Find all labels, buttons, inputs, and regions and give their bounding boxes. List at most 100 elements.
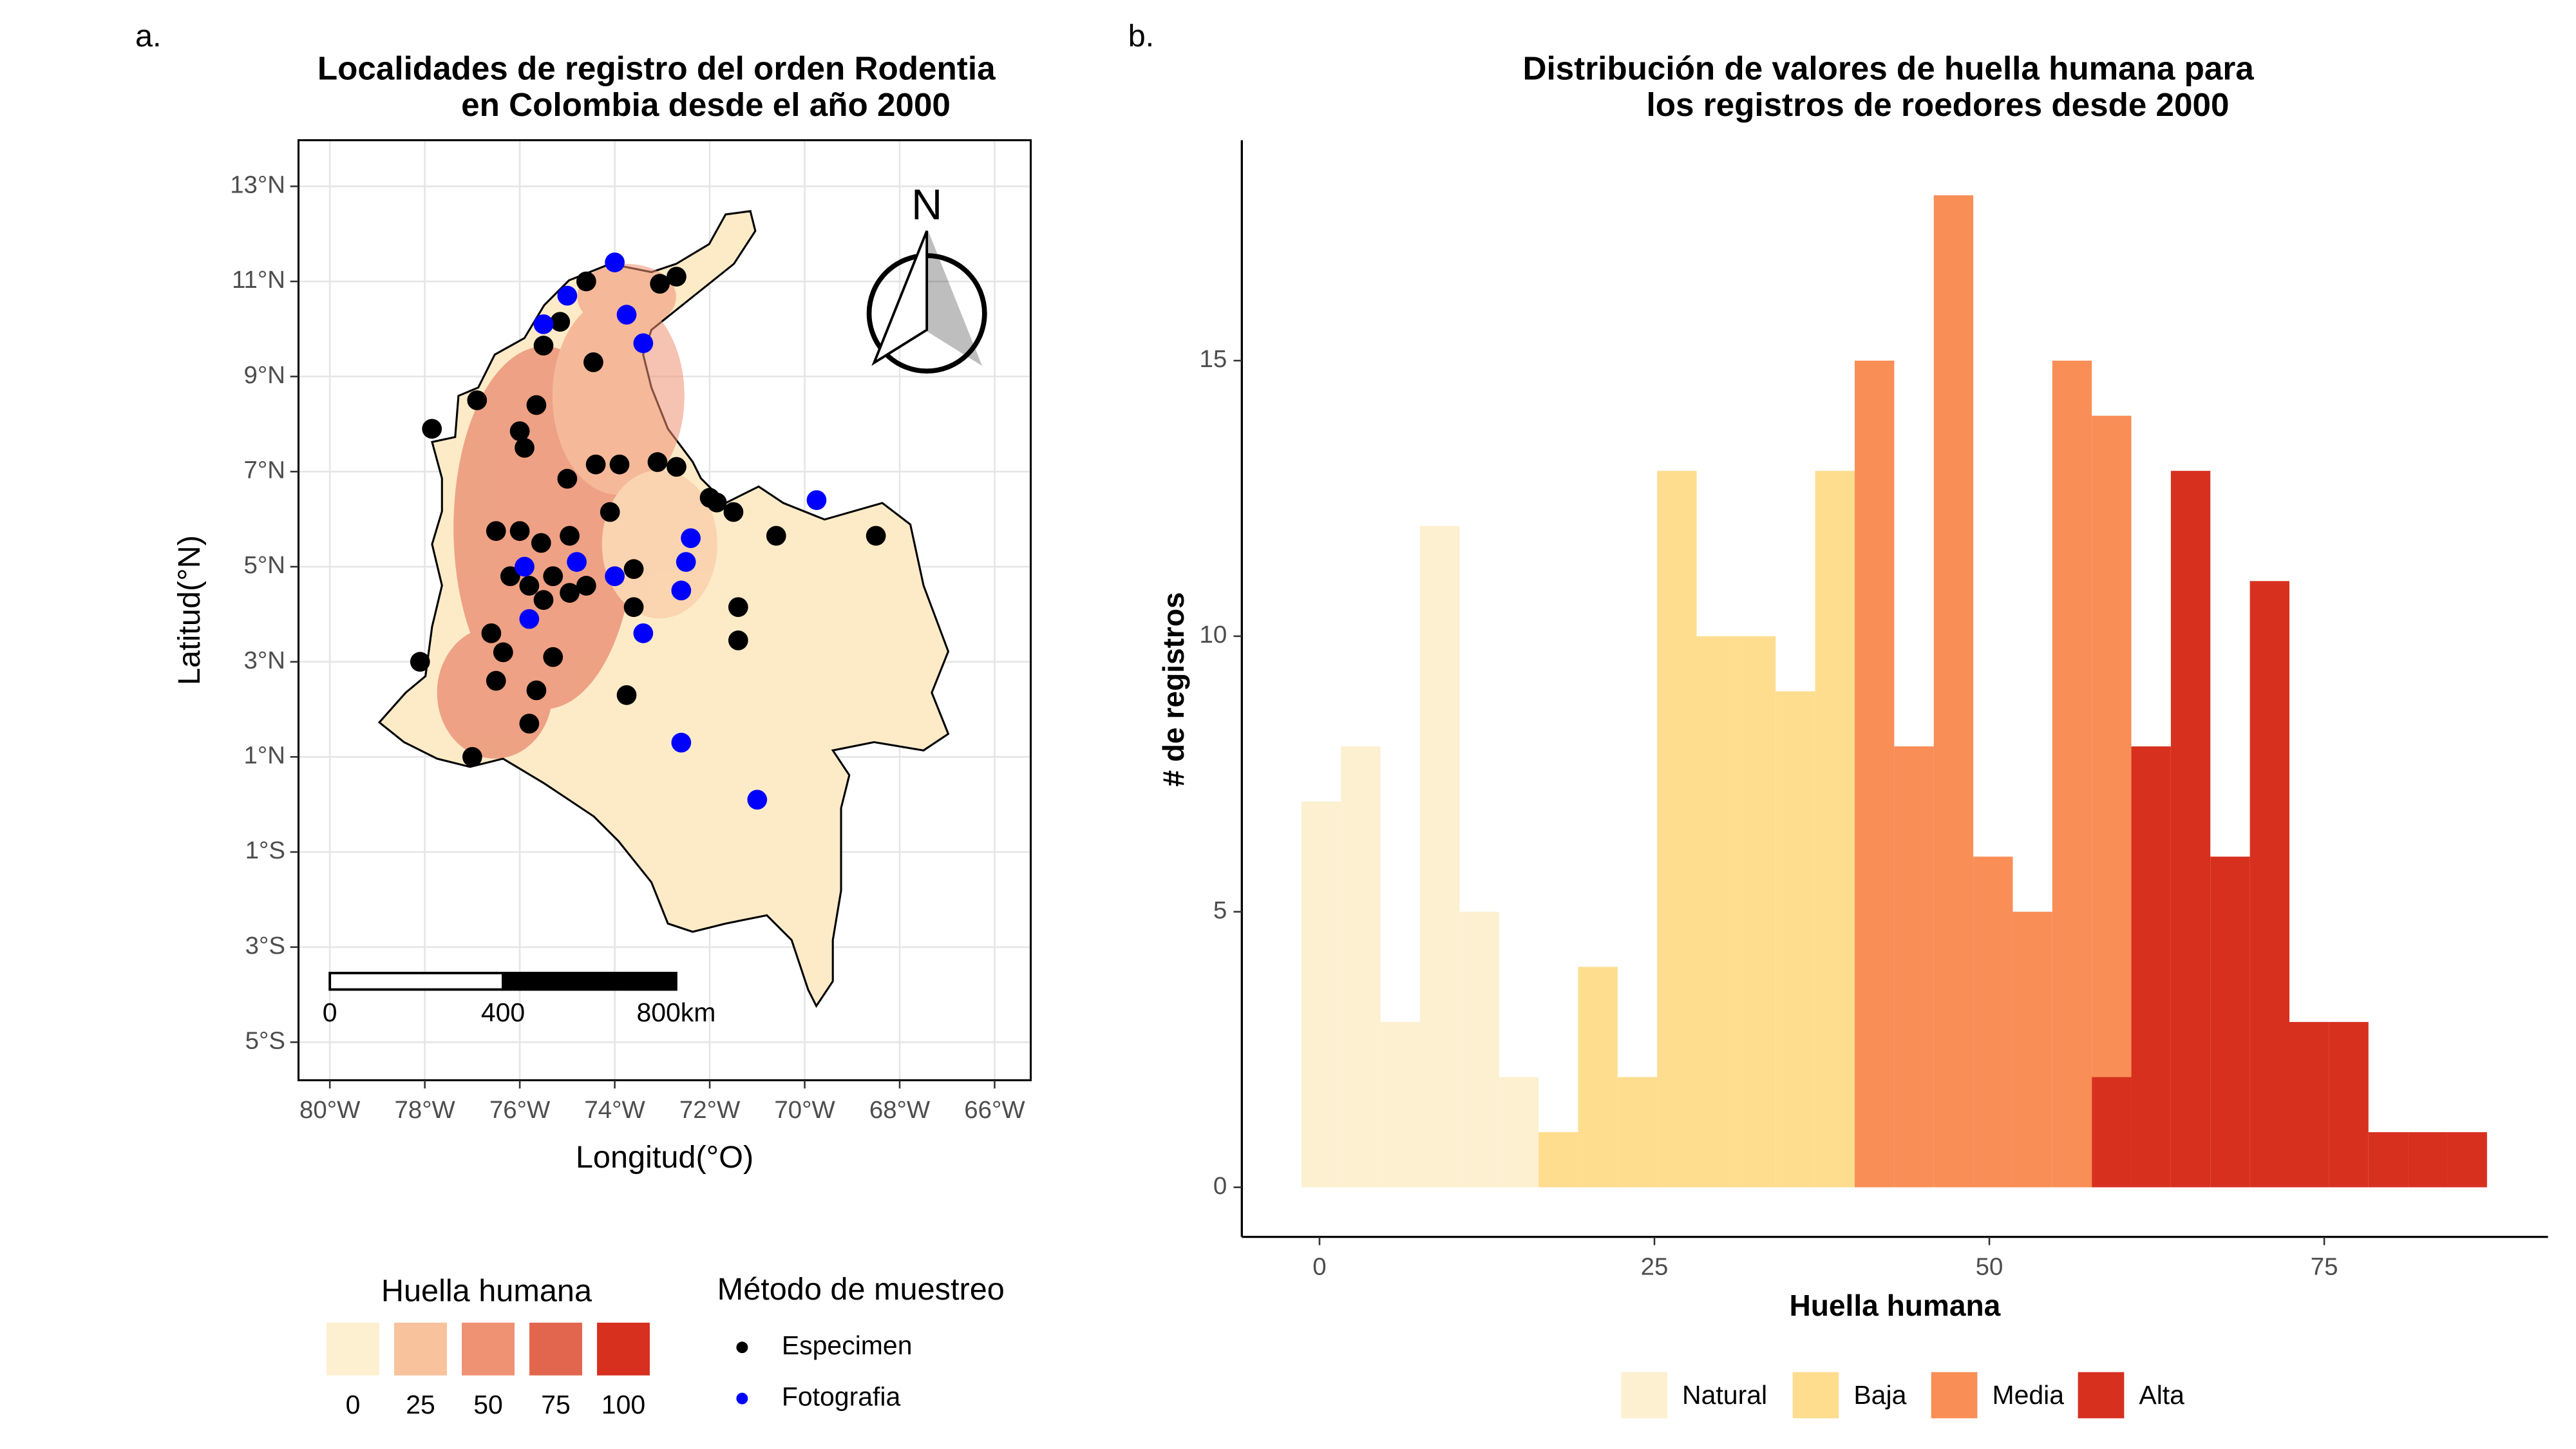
bar bbox=[1341, 746, 1381, 1188]
north-arrow bbox=[866, 230, 987, 374]
legend-label: 50 bbox=[473, 1390, 503, 1419]
legend-swatch bbox=[462, 1322, 515, 1376]
legend-swatch bbox=[1792, 1372, 1839, 1419]
bar bbox=[1617, 1077, 1658, 1188]
point bbox=[576, 271, 596, 292]
point bbox=[633, 333, 654, 354]
y-tick-label: 13°N bbox=[230, 171, 285, 198]
x-tick-label: 0 bbox=[1312, 1253, 1326, 1280]
point bbox=[486, 521, 506, 541]
point bbox=[576, 576, 596, 596]
x-tick-label: 80°W bbox=[299, 1096, 361, 1124]
bar bbox=[2447, 1132, 2487, 1188]
point bbox=[806, 490, 827, 510]
bar bbox=[2368, 1132, 2409, 1188]
legend-marker bbox=[736, 1341, 748, 1354]
point bbox=[462, 746, 482, 767]
point bbox=[410, 652, 430, 672]
legend-label: Media bbox=[1992, 1380, 2064, 1410]
y-tick-label: 5°S bbox=[245, 1027, 285, 1054]
point bbox=[515, 556, 535, 577]
point bbox=[866, 526, 886, 546]
x-axis-label: Longitud(°O) bbox=[576, 1140, 753, 1175]
legend-swatch bbox=[1621, 1372, 1667, 1419]
x-tick-label: 70°W bbox=[774, 1096, 835, 1124]
point bbox=[747, 790, 768, 810]
bar bbox=[2052, 361, 2092, 1188]
bar bbox=[1854, 361, 1895, 1188]
point bbox=[650, 274, 670, 294]
point bbox=[557, 469, 578, 489]
point bbox=[723, 502, 744, 522]
legend-label: 75 bbox=[541, 1390, 571, 1419]
legend-label: 25 bbox=[406, 1390, 435, 1419]
x-tick-label: 76°W bbox=[489, 1096, 551, 1124]
bar bbox=[1578, 967, 1618, 1188]
legend-label: Especimen bbox=[782, 1331, 913, 1360]
y-tick-label: 3°N bbox=[244, 647, 285, 674]
point bbox=[623, 559, 644, 580]
bar bbox=[2092, 415, 2132, 1077]
map-border bbox=[297, 139, 1032, 1081]
point bbox=[533, 314, 554, 334]
point bbox=[526, 395, 547, 415]
point bbox=[667, 267, 687, 287]
point bbox=[567, 552, 587, 572]
chart-title: Distribución de valores de huella humana… bbox=[1522, 50, 2254, 87]
point bbox=[467, 390, 488, 410]
point bbox=[533, 336, 554, 356]
legend-swatch bbox=[529, 1322, 582, 1376]
y-tick-label: 5°N bbox=[244, 551, 285, 579]
bar bbox=[1973, 857, 2013, 1188]
point bbox=[633, 623, 654, 643]
x-tick-label: 25 bbox=[1641, 1253, 1669, 1280]
point bbox=[667, 457, 687, 477]
point bbox=[605, 252, 625, 272]
chart-title: los registros de roedores desde 2000 bbox=[1646, 86, 2229, 123]
bar bbox=[1696, 636, 1736, 1188]
y-axis-label: Latitud(°N) bbox=[172, 535, 207, 685]
panel-label: b. bbox=[1128, 19, 1155, 53]
bar bbox=[1301, 801, 1341, 1188]
point bbox=[616, 685, 637, 705]
point bbox=[422, 419, 442, 439]
y-tick-label: 9°N bbox=[244, 361, 285, 389]
bar bbox=[1894, 746, 1934, 1188]
point bbox=[526, 680, 547, 701]
legend-swatch bbox=[597, 1322, 650, 1376]
x-axis-label: Huella humana bbox=[1790, 1289, 2001, 1322]
y-axis-label: # de registros bbox=[1157, 592, 1190, 786]
y-tick-label: 10 bbox=[1200, 621, 1227, 649]
legend-title: Método de muestreo bbox=[717, 1272, 1005, 1307]
point bbox=[519, 576, 540, 596]
y-tick-label: 1°N bbox=[244, 741, 285, 769]
point bbox=[706, 492, 727, 513]
bar bbox=[2249, 581, 2289, 1188]
panel-label: a. bbox=[135, 19, 162, 53]
bar bbox=[1419, 526, 1460, 1188]
point bbox=[493, 642, 513, 663]
north-label: N bbox=[911, 181, 942, 229]
bar bbox=[1815, 471, 1855, 1188]
point bbox=[509, 521, 530, 541]
bar bbox=[1499, 1077, 1539, 1188]
point bbox=[543, 566, 564, 587]
bar bbox=[2170, 471, 2211, 1188]
legend-swatch bbox=[2078, 1372, 2125, 1419]
legend-swatch bbox=[394, 1322, 447, 1376]
y-tick-label: 7°N bbox=[244, 456, 285, 484]
point bbox=[509, 421, 530, 441]
x-tick-label: 50 bbox=[1976, 1253, 2003, 1280]
point bbox=[486, 670, 506, 691]
point bbox=[515, 438, 535, 458]
point bbox=[616, 305, 637, 325]
legend-label: 0 bbox=[346, 1390, 361, 1419]
legend-label: Baja bbox=[1853, 1380, 1906, 1410]
bar bbox=[2210, 857, 2250, 1188]
bar bbox=[2131, 746, 2171, 1188]
legend-label: 100 bbox=[601, 1390, 645, 1419]
point bbox=[533, 590, 554, 611]
point bbox=[583, 352, 603, 372]
scale-bar bbox=[328, 971, 504, 991]
scale-label: 0 bbox=[323, 998, 337, 1027]
